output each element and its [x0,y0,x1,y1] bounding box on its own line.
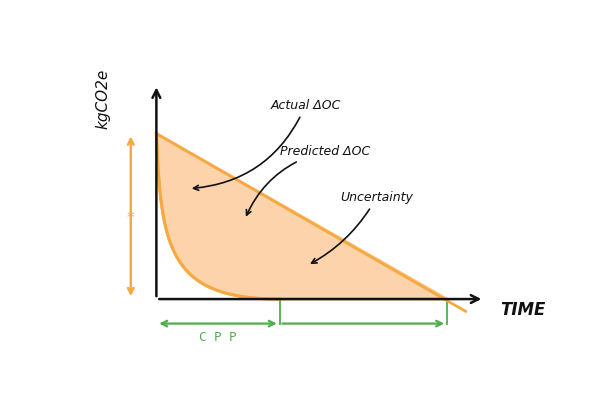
Text: Actual ΔOC: Actual ΔOC [194,99,341,190]
Text: Predicted ΔOC: Predicted ΔOC [247,145,370,215]
Text: $*$: $*$ [126,209,136,224]
Text: C P P: C P P [199,331,237,344]
Text: Uncertainty: Uncertainty [311,191,413,263]
Text: kgCO2e: kgCO2e [95,69,110,129]
Text: TIME: TIME [500,301,546,319]
Polygon shape [157,134,447,299]
